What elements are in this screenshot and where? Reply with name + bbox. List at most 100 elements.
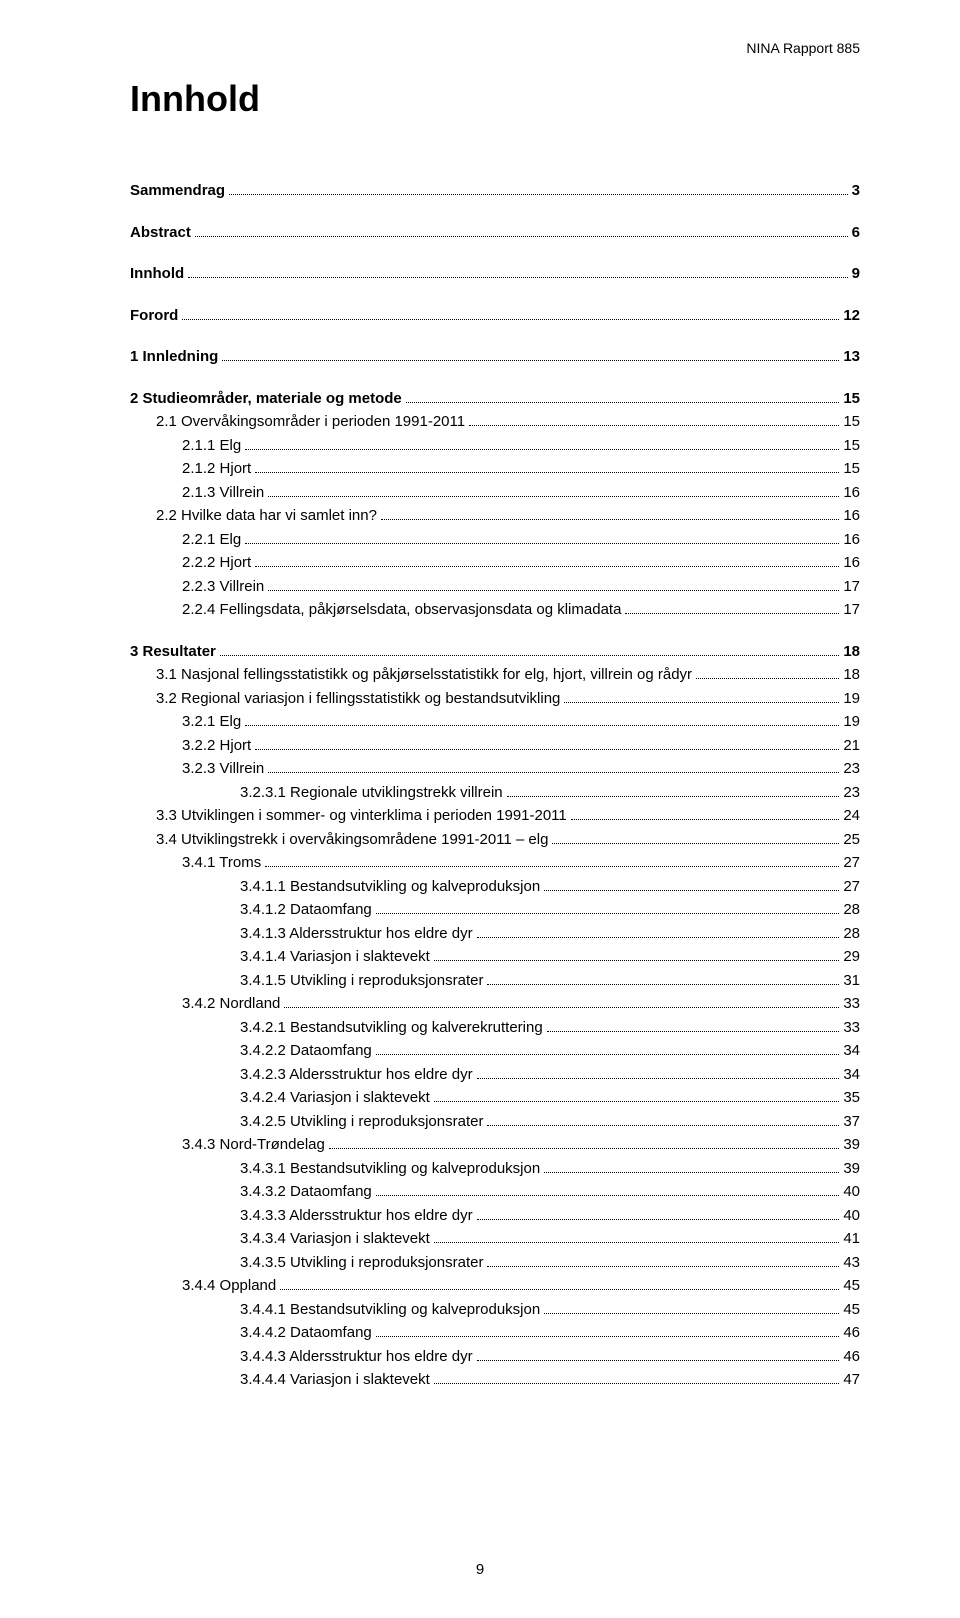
toc-label: 2 Studieområder, materiale og metode [130,388,402,411]
toc-label: Sammendrag [130,180,225,203]
toc-row: Abstract 6 [130,222,860,245]
toc-page-number: 40 [843,1181,860,1204]
toc-row: 3.4.1.4 Variasjon i slaktevekt29 [130,946,860,969]
toc-label: 3 Resultater [130,641,216,664]
toc-label: 3.4.4.4 Variasjon i slaktevekt [240,1369,430,1392]
toc-row: 3.4.4.3 Aldersstruktur hos eldre dyr46 [130,1346,860,1369]
toc-page-number: 9 [852,263,860,286]
toc-label: 2.2.3 Villrein [182,576,264,599]
toc-page-number: 29 [843,946,860,969]
toc-leader-dots [222,360,839,361]
toc-leader-dots [245,725,839,726]
toc-leader-dots [434,1242,839,1243]
toc-spacer [130,287,860,305]
toc-leader-dots [229,194,848,195]
toc-page-number: 15 [843,411,860,434]
toc-page-number: 41 [843,1228,860,1251]
toc-row: 3.4.2.3 Aldersstruktur hos eldre dyr34 [130,1064,860,1087]
toc-page-number: 12 [843,305,860,328]
toc-row: 2.2.1 Elg16 [130,529,860,552]
toc-leader-dots [477,937,840,938]
toc-page-number: 6 [852,222,860,245]
toc-leader-dots [220,655,839,656]
toc-row: 3.1 Nasjonal fellingsstatistikk og påkjø… [130,664,860,687]
toc-leader-dots [487,1125,839,1126]
toc-leader-dots [487,1266,839,1267]
toc-leader-dots [434,960,839,961]
page-title: Innhold [130,78,860,120]
toc-row: 3.4.3.4 Variasjon i slaktevekt41 [130,1228,860,1251]
toc-leader-dots [544,1172,839,1173]
toc-page-number: 34 [843,1040,860,1063]
toc-row: 3.4.4.4 Variasjon i slaktevekt47 [130,1369,860,1392]
toc-leader-dots [255,749,839,750]
toc-row: 2.1.2 Hjort15 [130,458,860,481]
toc-label: 2.2.1 Elg [182,529,241,552]
toc-row: Sammendrag3 [130,180,860,203]
toc-leader-dots [406,402,840,403]
toc-leader-dots [376,1336,840,1337]
toc-label: 3.4.1.3 Aldersstruktur hos eldre dyr [240,923,473,946]
toc-label: 3.4.2.2 Dataomfang [240,1040,372,1063]
toc-row: 3.4.4.1 Bestandsutvikling og kalveproduk… [130,1299,860,1322]
toc-leader-dots [381,519,839,520]
toc-label: 3.4.1 Troms [182,852,261,875]
toc-page-number: 31 [843,970,860,993]
toc-page-number: 46 [843,1322,860,1345]
toc-label: 3.4.1.1 Bestandsutvikling og kalveproduk… [240,876,540,899]
toc-row: 2 Studieområder, materiale og metode 15 [130,388,860,411]
toc-label: 3.4.4.2 Dataomfang [240,1322,372,1345]
toc-spacer [130,623,860,641]
toc-page-number: 33 [843,993,860,1016]
toc-label: Innhold [130,263,184,286]
toc-leader-dots [487,984,839,985]
toc-label: 3.4.4.3 Aldersstruktur hos eldre dyr [240,1346,473,1369]
toc-leader-dots [625,613,839,614]
toc-page-number: 39 [843,1134,860,1157]
toc-label: 2.2.2 Hjort [182,552,251,575]
toc-leader-dots [255,566,839,567]
toc-leader-dots [376,1054,840,1055]
toc-page-number: 40 [843,1205,860,1228]
toc-row: 2.2 Hvilke data har vi samlet inn?16 [130,505,860,528]
toc-label: 3.4.2.1 Bestandsutvikling og kalverekrut… [240,1017,543,1040]
toc-spacer [130,245,860,263]
toc-label: Abstract [130,222,191,245]
toc-label: 3.4.4 Oppland [182,1275,276,1298]
toc-page-number: 25 [843,829,860,852]
toc-row: 2.2.3 Villrein 17 [130,576,860,599]
toc-page-number: 17 [843,576,860,599]
toc-leader-dots [547,1031,840,1032]
toc-leader-dots [268,772,839,773]
toc-page-number: 33 [843,1017,860,1040]
toc-row: 2.1.1 Elg15 [130,435,860,458]
toc-label: 3.4.1.2 Dataomfang [240,899,372,922]
toc-row: 2.1 Overvåkingsområder i perioden 1991-2… [130,411,860,434]
toc-leader-dots [268,590,839,591]
toc-leader-dots [434,1383,839,1384]
table-of-contents: Sammendrag3Abstract6Innhold9Forord121 In… [130,180,860,1392]
toc-row: 3.2 Regional variasjon i fellingsstatist… [130,688,860,711]
toc-label: 3.3 Utviklingen i sommer- og vinterklima… [156,805,567,828]
toc-page-number: 23 [843,782,860,805]
toc-row: 3.2.2 Hjort21 [130,735,860,758]
toc-page-number: 27 [843,852,860,875]
toc-row: 3.4.3.5 Utvikling i reproduksjonsrater43 [130,1252,860,1275]
toc-leader-dots [265,866,839,867]
toc-row: 3.4.3.1 Bestandsutvikling og kalveproduk… [130,1158,860,1181]
toc-page-number: 18 [843,664,860,687]
toc-page-number: 19 [843,711,860,734]
toc-page-number: 16 [843,505,860,528]
toc-page-number: 16 [843,552,860,575]
toc-page-number: 15 [843,388,860,411]
toc-label: 3.2.1 Elg [182,711,241,734]
toc-label: 3.4.2.5 Utvikling i reproduksjonsrater [240,1111,483,1134]
toc-page-number: 16 [843,482,860,505]
toc-spacer [130,370,860,388]
toc-label: 2.1 Overvåkingsområder i perioden 1991-2… [156,411,465,434]
toc-label: 3.4.2.3 Aldersstruktur hos eldre dyr [240,1064,473,1087]
toc-row: 3.4.3.3 Aldersstruktur hos eldre dyr40 [130,1205,860,1228]
toc-label: 2.1.3 Villrein [182,482,264,505]
toc-row: 3.2.1 Elg 19 [130,711,860,734]
toc-label: 3.4.1.5 Utvikling i reproduksjonsrater [240,970,483,993]
